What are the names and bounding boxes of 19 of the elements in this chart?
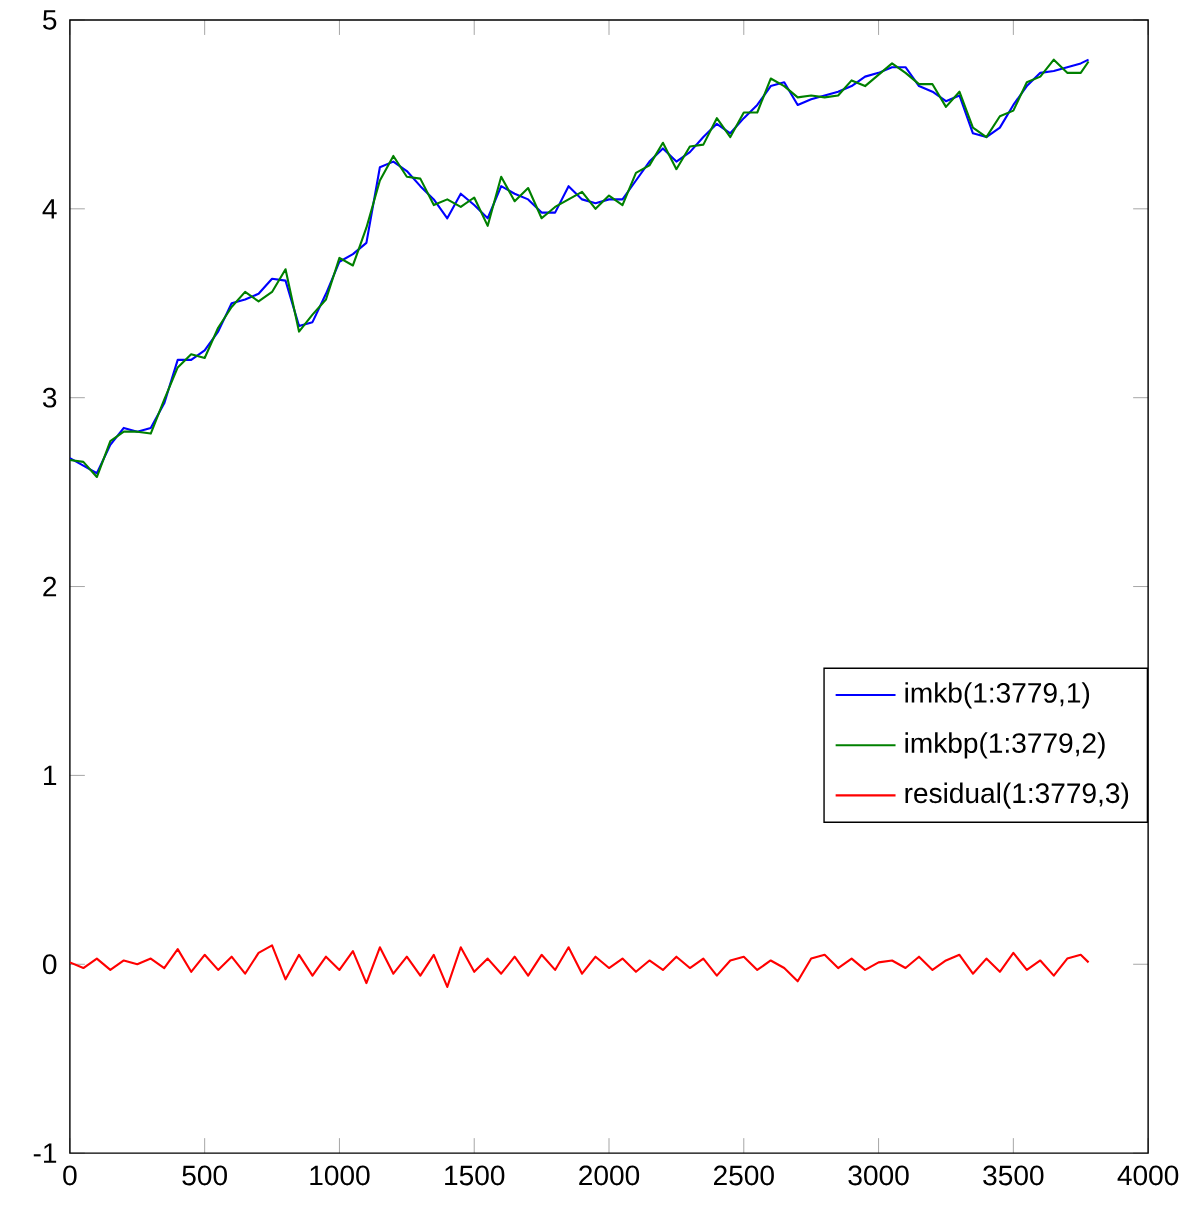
y-tick-label: 1 xyxy=(44,765,57,786)
y-tick-label: 0 xyxy=(42,954,57,975)
y-tick-label: 3 xyxy=(42,387,57,408)
x-tick-label: 3500 xyxy=(983,1165,1044,1186)
x-tick-label: 0 xyxy=(63,1165,77,1186)
x-tick-label: 2000 xyxy=(579,1165,640,1186)
x-tick-label: 3000 xyxy=(848,1165,909,1186)
y-tick-label: 2 xyxy=(43,576,57,597)
y-tick-label: 5 xyxy=(42,10,57,30)
legend-label: imkb(1:3779,1) xyxy=(905,682,1090,709)
legend-label: residual(1:3779,3) xyxy=(905,782,1129,809)
legend-label: imkbp(1:3779,2) xyxy=(905,732,1105,759)
x-tick-label: 2500 xyxy=(713,1165,774,1186)
y-tick-label: 4 xyxy=(42,199,57,219)
y-tick-label: -1 xyxy=(33,1143,57,1163)
x-tick-label: 500 xyxy=(182,1165,227,1186)
x-tick-label: 1500 xyxy=(445,1165,505,1186)
x-tick-label: 1000 xyxy=(310,1165,370,1186)
x-tick-label: 4000 xyxy=(1117,1165,1179,1186)
